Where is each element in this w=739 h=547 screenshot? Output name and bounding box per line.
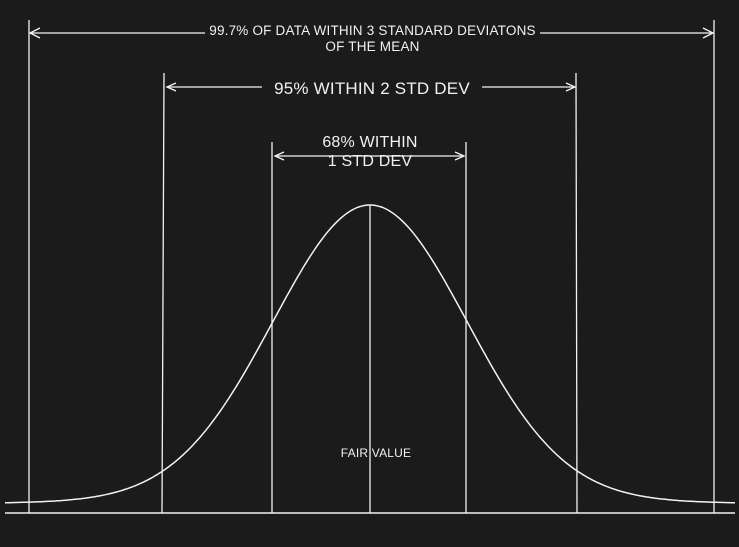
plus-2-sigma-line <box>575 72 578 514</box>
one-sigma-label-line1: 68% WITHIN <box>322 134 418 151</box>
one-sigma-label: 68% WITHIN 1 STD DEV <box>300 133 440 171</box>
fair-value-label: FAIR VALUE <box>340 446 412 460</box>
two-sigma-label: 95% WITHIN 2 STD DEV <box>262 79 482 99</box>
one-sigma-arrow <box>273 151 466 161</box>
one-sigma-label-line2: 1 STD DEV <box>327 153 413 170</box>
three-sigma-label: 99.7% OF DATA WITHIN 3 STANDARD DEVIATON… <box>205 23 540 55</box>
minus-2-sigma-line <box>161 72 165 514</box>
three-sigma-label-line1: 99.7% OF DATA WITHIN 3 STANDARD DEVIATON… <box>209 23 536 38</box>
three-sigma-label-line2: OF THE MEAN <box>325 39 420 54</box>
